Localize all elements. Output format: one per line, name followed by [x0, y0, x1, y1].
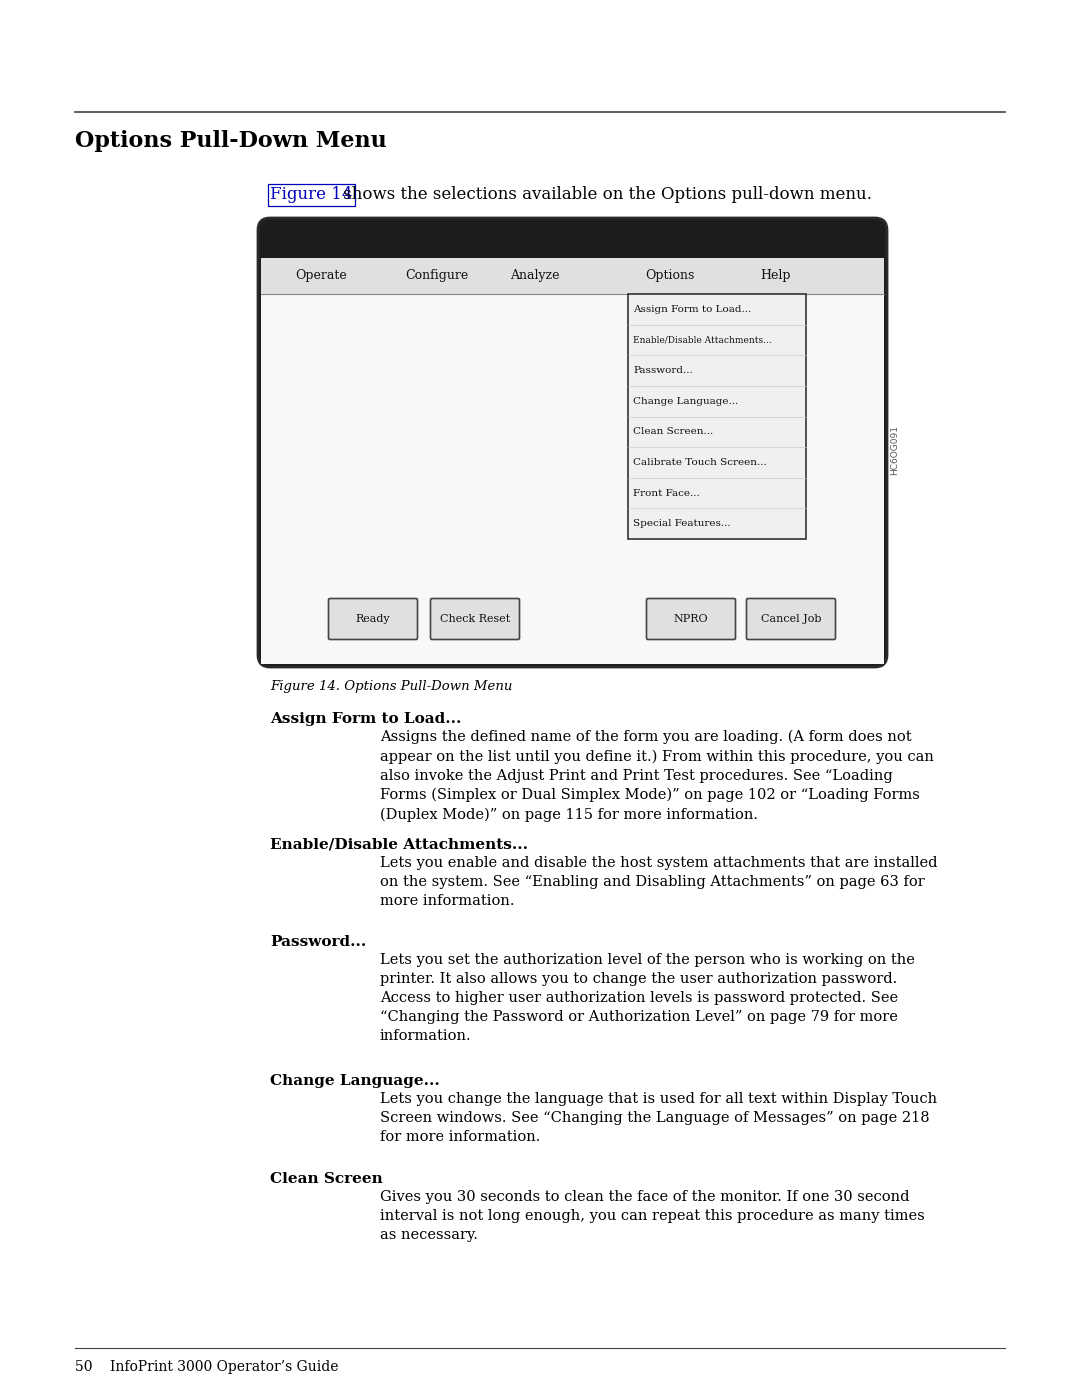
Text: 50    InfoPrint 3000 Operator’s Guide: 50 InfoPrint 3000 Operator’s Guide — [75, 1361, 338, 1375]
Text: Figure 14. Options Pull-Down Menu: Figure 14. Options Pull-Down Menu — [270, 680, 512, 693]
Text: Clean Screen...: Clean Screen... — [633, 427, 713, 436]
Text: Lets you change the language that is used for all text within Display Touch
Scre: Lets you change the language that is use… — [380, 1092, 937, 1144]
Text: Change Language...: Change Language... — [633, 397, 739, 405]
Text: Cancel Job: Cancel Job — [760, 615, 821, 624]
Text: Lets you enable and disable the host system attachments that are installed
on th: Lets you enable and disable the host sys… — [380, 856, 937, 908]
Text: Enable/Disable Attachments...: Enable/Disable Attachments... — [633, 335, 772, 345]
Text: Gives you 30 seconds to clean the face of the monitor. If one 30 second
interval: Gives you 30 seconds to clean the face o… — [380, 1190, 924, 1242]
FancyBboxPatch shape — [258, 218, 887, 666]
Text: Configure: Configure — [405, 270, 469, 282]
Text: NPRO: NPRO — [674, 615, 708, 624]
Text: Figure 14: Figure 14 — [270, 186, 352, 203]
Text: Front Face...: Front Face... — [633, 489, 700, 497]
Text: Check Reset: Check Reset — [440, 615, 510, 624]
FancyBboxPatch shape — [746, 598, 836, 640]
Text: Operate: Operate — [295, 270, 347, 282]
Text: Calibrate Touch Screen...: Calibrate Touch Screen... — [633, 458, 767, 467]
Bar — [261, 258, 885, 293]
Text: Password...: Password... — [633, 366, 692, 374]
Text: Ready: Ready — [355, 615, 390, 624]
Text: Options Pull-Down Menu: Options Pull-Down Menu — [75, 130, 387, 152]
Text: shows the selections available on the Options pull-down menu.: shows the selections available on the Op… — [338, 186, 872, 203]
FancyBboxPatch shape — [328, 598, 418, 640]
Text: Clean Screen: Clean Screen — [270, 1172, 382, 1186]
Text: Enable/Disable Attachments...: Enable/Disable Attachments... — [270, 838, 528, 852]
Text: Assign Form to Load...: Assign Form to Load... — [270, 712, 461, 726]
Bar — [261, 258, 885, 664]
Text: HC6OG091: HC6OG091 — [891, 425, 900, 475]
FancyBboxPatch shape — [647, 598, 735, 640]
Bar — [627, 293, 806, 539]
Text: Change Language...: Change Language... — [270, 1074, 440, 1088]
Text: Analyze: Analyze — [510, 270, 559, 282]
Text: Lets you set the authorization level of the person who is working on the
printer: Lets you set the authorization level of … — [380, 953, 915, 1042]
Text: Help: Help — [760, 270, 791, 282]
Text: Options: Options — [645, 270, 694, 282]
Text: Assign Form to Load...: Assign Form to Load... — [633, 305, 752, 314]
Text: Assigns the defined name of the form you are loading. (A form does not
appear on: Assigns the defined name of the form you… — [380, 731, 934, 821]
Text: Special Features...: Special Features... — [633, 520, 731, 528]
FancyBboxPatch shape — [431, 598, 519, 640]
Text: Password...: Password... — [270, 935, 366, 949]
